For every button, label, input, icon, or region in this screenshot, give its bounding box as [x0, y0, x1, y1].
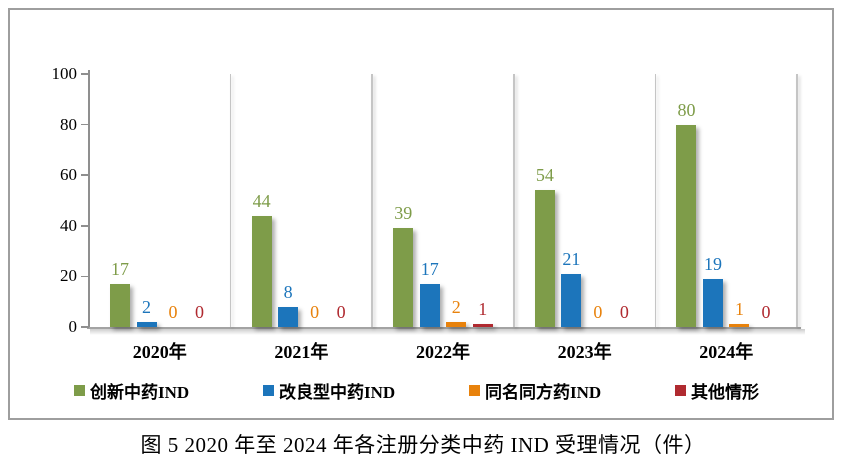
x-axis-label: 2021年: [274, 342, 329, 362]
bar-value-label: 21: [562, 248, 581, 269]
bar-value-label: 80: [677, 99, 696, 120]
bar-series-1-cat-2: [419, 284, 440, 327]
y-axis-tick-label: 100: [51, 64, 78, 83]
bar-value-label: 8: [283, 281, 293, 302]
y-axis-tick: [81, 225, 89, 227]
bar-series-0-cat-2: [393, 228, 414, 327]
x-axis-label: 2024年: [699, 342, 754, 362]
legend-label: 改良型中药IND: [279, 383, 396, 402]
category-separator-line: [371, 74, 373, 327]
category-separator-line: [796, 74, 798, 327]
bar-value-label: 2: [451, 296, 461, 317]
bar-series-0-cat-4: [676, 124, 697, 327]
legend-swatch-icon: [74, 385, 85, 396]
bar-series-3-cat-2: [472, 324, 493, 327]
y-axis-tick-label: 40: [60, 215, 77, 235]
x-axis-label: 2020年: [132, 342, 187, 362]
bar-series-1-cat-0: [136, 321, 157, 327]
y-axis-tick: [81, 326, 89, 328]
y-axis-tick: [81, 275, 89, 278]
bar-value-label: 19: [703, 253, 722, 274]
legend-swatch-icon: [675, 385, 686, 396]
bar-value-label: 0: [619, 302, 629, 322]
legend-label: 同名同方药IND: [485, 383, 602, 402]
category-separator-line: [513, 74, 515, 327]
plot-area: 0 20 40 60 80 100 17 2 0 0 2020年 44 8 0 0 2021年 39 17 2 1 20…: [52, 64, 805, 362]
y-axis-tick-label: 80: [60, 114, 77, 134]
legend-swatch-icon: [263, 385, 274, 396]
legend-item: 改良型中药IND: [263, 378, 395, 403]
bar-value-label: 0: [195, 302, 205, 322]
bar-series-1-cat-1: [278, 306, 299, 327]
chart-frame: 0 20 40 60 80 100 17 2 0 0 2020年 44 8 0 0 2021年 39 17 2 1 20…: [8, 8, 834, 420]
bar-value-label: 2: [142, 296, 152, 317]
figure-caption: 图 5 2020 年至 2024 年各注册分类中药 IND 受理情况（件）: [140, 433, 706, 457]
bar-series-2-cat-4: [729, 324, 750, 327]
y-axis-tick-label: 20: [60, 266, 77, 286]
bar-series-0-cat-1: [251, 215, 272, 327]
bar-series-1-cat-4: [702, 278, 723, 327]
category-separator-line: [654, 74, 657, 327]
bar-value-label: 0: [336, 302, 346, 322]
legend-swatch-icon: [469, 385, 480, 396]
legend-label: 创新中药IND: [90, 383, 190, 402]
legend-label: 其他情形: [691, 383, 759, 402]
x-axis-shadow: [90, 329, 805, 335]
bar-value-label: 39: [394, 203, 413, 224]
bar-value-label: 0: [310, 302, 320, 322]
y-axis-line: [88, 70, 90, 327]
y-axis-tick: [81, 174, 89, 176]
legend-item: 其他情形: [675, 378, 759, 403]
bar-series-2-cat-2: [446, 321, 467, 327]
category-separator-line: [229, 74, 232, 327]
bar-value-label: 0: [593, 302, 603, 322]
bar-value-label: 0: [168, 302, 178, 322]
y-axis-tick-label: 0: [68, 317, 78, 336]
legend-item: 同名同方药IND: [469, 378, 601, 403]
x-axis-label: 2022年: [416, 342, 470, 362]
bar-value-label: 44: [252, 190, 271, 211]
bar-value-label: 1: [478, 299, 488, 320]
bar-value-label: 0: [761, 302, 771, 322]
bar-series-0-cat-0: [110, 284, 131, 327]
bar-value-label: 17: [420, 259, 439, 279]
y-axis-tick: [81, 73, 89, 75]
bar-value-label: 1: [734, 299, 744, 320]
legend-item: 创新中药IND: [74, 378, 189, 403]
bar-value-label: 54: [535, 165, 554, 186]
x-axis-line: [87, 326, 801, 329]
y-axis-tick-label: 60: [60, 165, 77, 185]
legend: 创新中药IND 改良型中药IND 同名同方药IND 其他情形: [10, 378, 832, 403]
y-axis-tick: [81, 123, 89, 126]
bar-series-0-cat-3: [534, 190, 555, 327]
x-axis-label: 2023年: [557, 342, 612, 362]
bar-value-label: 17: [111, 259, 130, 279]
bar-series-1-cat-3: [561, 273, 582, 327]
